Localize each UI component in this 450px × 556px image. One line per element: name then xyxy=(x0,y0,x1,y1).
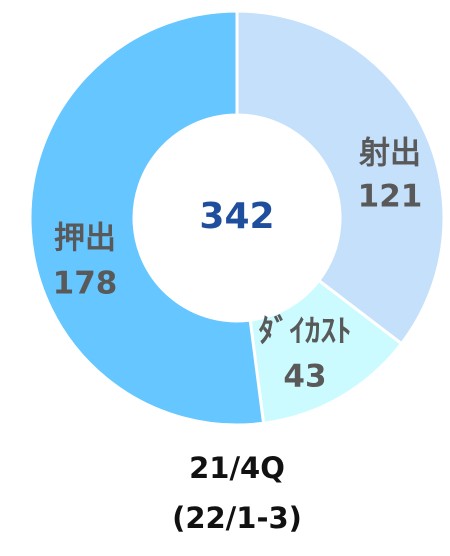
slice-value: 178 xyxy=(53,266,118,302)
slice-value: 43 xyxy=(283,359,326,395)
slice-name: 射出 xyxy=(358,136,421,172)
caption: (22/1-3) xyxy=(172,501,302,535)
slice-name: ﾀﾞｲｶｽﾄ xyxy=(259,314,352,350)
caption: 21/4Q xyxy=(189,451,285,485)
donut-slice xyxy=(28,9,266,427)
slice-value: 121 xyxy=(358,179,423,215)
slice-name: 押出 xyxy=(54,221,116,257)
total-label: 342 xyxy=(199,196,274,237)
donut-slice xyxy=(235,9,446,346)
